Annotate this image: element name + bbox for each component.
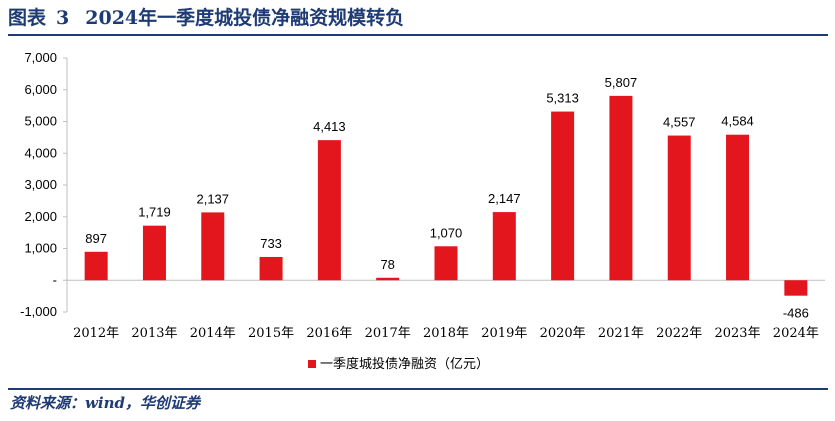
- figure-number: 3: [56, 7, 70, 29]
- x-tick-label: 2017年: [365, 326, 411, 341]
- bar: [142, 225, 166, 281]
- data-label: 78: [380, 257, 394, 272]
- x-tick-label: 2021年: [598, 326, 644, 341]
- x-tick-label: 2015年: [248, 326, 294, 341]
- data-label: 1,070: [430, 225, 463, 240]
- x-tick-label: 2022年: [656, 326, 702, 341]
- data-label: 4,557: [663, 115, 696, 130]
- data-label: 733: [260, 236, 282, 251]
- x-tick-label: 2012年: [73, 326, 119, 341]
- bar: [492, 212, 516, 281]
- bar: [726, 134, 750, 281]
- x-tick-label: 2019年: [481, 326, 527, 341]
- bar: [376, 277, 400, 281]
- x-tick-label: 2023年: [714, 326, 760, 341]
- y-tick-label: 7,000: [24, 50, 57, 65]
- data-label: 4,413: [313, 119, 346, 134]
- x-tick-label: 2018年: [423, 326, 469, 341]
- bar: [259, 256, 283, 281]
- figure-label: 图表: [8, 7, 47, 29]
- data-label: -486: [783, 306, 809, 321]
- data-label: 897: [85, 231, 107, 246]
- data-label: 1,719: [138, 205, 171, 220]
- figure-title-text: 2024年一季度城投债净融资规模转负: [85, 7, 405, 29]
- figure-title: 图表 3 2024年一季度城投债净融资规模转负: [8, 4, 404, 32]
- data-label: 5,807: [605, 75, 638, 90]
- footer-rule: [8, 388, 828, 390]
- x-tick-label: 2013年: [131, 326, 177, 341]
- legend-swatch: [308, 360, 316, 368]
- bar: [551, 111, 575, 281]
- y-tick-label: 3,000: [24, 177, 57, 192]
- x-tick-label: 2014年: [190, 326, 236, 341]
- title-rule: [8, 34, 828, 36]
- bar: [434, 246, 458, 281]
- x-tick-label: 2016年: [306, 326, 352, 341]
- bar: [317, 140, 341, 281]
- y-tick-label: 2,000: [24, 209, 57, 224]
- y-tick-label: -: [53, 272, 57, 287]
- data-label: 5,313: [546, 91, 579, 106]
- y-tick-label: -1,000: [20, 304, 57, 319]
- bar-chart: -1,000-1,0002,0003,0004,0005,0006,0007,0…: [20, 50, 825, 372]
- y-tick-label: 5,000: [24, 114, 57, 129]
- data-label: 4,584: [721, 114, 754, 129]
- bar: [667, 135, 691, 281]
- bar: [784, 280, 808, 296]
- bar: [609, 95, 633, 281]
- bar: [201, 212, 225, 281]
- y-tick-label: 4,000: [24, 145, 57, 160]
- x-tick-label: 2024年: [773, 326, 819, 341]
- y-tick-label: 1,000: [24, 241, 57, 256]
- legend-label: 一季度城投债净融资（亿元）: [320, 356, 489, 372]
- data-label: 2,137: [196, 191, 229, 206]
- source-note: 资料来源：wind，华创证券: [10, 394, 201, 412]
- y-tick-label: 6,000: [24, 82, 57, 97]
- bar: [84, 251, 108, 281]
- x-tick-label: 2020年: [540, 326, 586, 341]
- data-label: 2,147: [488, 191, 521, 206]
